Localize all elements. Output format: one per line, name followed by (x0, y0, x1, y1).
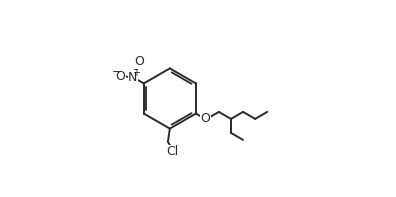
Text: +: + (132, 68, 140, 78)
Text: −: − (112, 67, 122, 77)
Text: N: N (128, 71, 137, 84)
Text: Cl: Cl (167, 145, 179, 158)
Text: O: O (115, 70, 125, 83)
Text: O: O (200, 112, 210, 125)
Text: O: O (134, 56, 144, 69)
